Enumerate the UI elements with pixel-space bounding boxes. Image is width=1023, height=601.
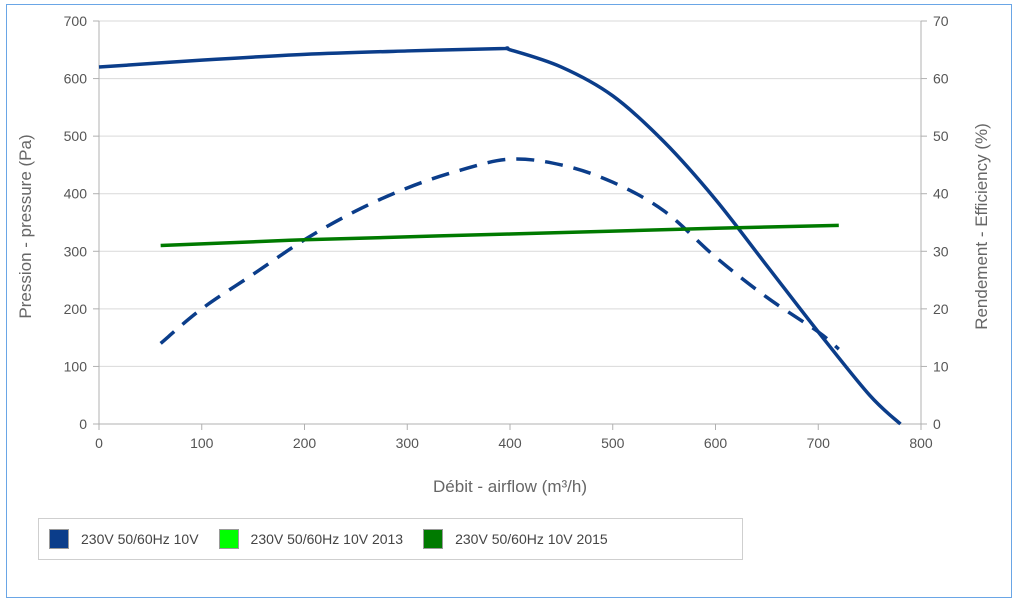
x-tick-label: 0 [95, 435, 103, 451]
y-tick-label: 500 [64, 128, 88, 144]
x-tick-label: 800 [909, 435, 933, 451]
series-lines [98, 46, 902, 426]
y2-tick-label: 20 [933, 301, 949, 317]
y2-tick-label: 40 [933, 186, 949, 202]
y2-tick-label: 50 [933, 128, 949, 144]
x-tick-label: 400 [498, 435, 522, 451]
chart-frame: 0 0 100 10 200 20 300 30 400 40 500 50 600 60 700 70 0 10… [6, 4, 1012, 598]
legend-label: 230V 50/60Hz 10V 2013 [250, 531, 404, 547]
legend-item-series-3[interactable]: 230V 50/60Hz 10V 2015 [423, 529, 608, 549]
y2-tick-label: 70 [933, 13, 949, 29]
y2-tick-label: 60 [933, 71, 949, 87]
x-tick-label: 300 [396, 435, 420, 451]
y2-tick-label: 0 [933, 416, 941, 432]
x-axis-title: Débit - airflow (m³/h) [433, 477, 587, 496]
legend-swatch [218, 529, 239, 549]
y-tick-label: 600 [64, 71, 88, 87]
y-axis-title: Pression - pressure (Pa) [16, 134, 35, 318]
series-line-1 [98, 46, 902, 426]
x-tick-label: 700 [807, 435, 831, 451]
legend-swatch [423, 529, 444, 549]
y-tick-label: 400 [64, 186, 88, 202]
y-tick-label: 100 [64, 358, 88, 374]
y-tick-label: 200 [64, 301, 88, 317]
legend-swatch [49, 529, 69, 549]
y2-tick-label: 30 [933, 243, 949, 259]
grid-lines [99, 20, 921, 367]
legend-item-series-1[interactable]: 230V 50/60Hz 10V [49, 529, 199, 549]
y2-axis-title: Rendement - Efficiency (%) [972, 123, 991, 330]
x-tick-label: 500 [601, 435, 625, 451]
legend-label: 230V 50/60Hz 10V [81, 531, 199, 547]
y2-tick-label: 10 [933, 358, 949, 374]
axes [93, 20, 927, 430]
legend-label: 230V 50/60Hz 10V 2015 [455, 531, 608, 547]
y-tick-label: 0 [79, 416, 87, 432]
x-tick-label: 100 [190, 435, 214, 451]
series-line-4 [160, 223, 839, 248]
y-tick-label: 700 [64, 13, 88, 29]
legend-item-series-2[interactable]: 230V 50/60Hz 10V 2013 [218, 529, 404, 549]
x-tick-label: 200 [293, 435, 317, 451]
x-tick-label: 600 [704, 435, 728, 451]
series-line-2 [159, 157, 840, 351]
y-tick-label: 300 [64, 243, 88, 259]
legend: 230V 50/60Hz 10V 230V 50/60Hz 10V 2013 2… [38, 518, 743, 560]
